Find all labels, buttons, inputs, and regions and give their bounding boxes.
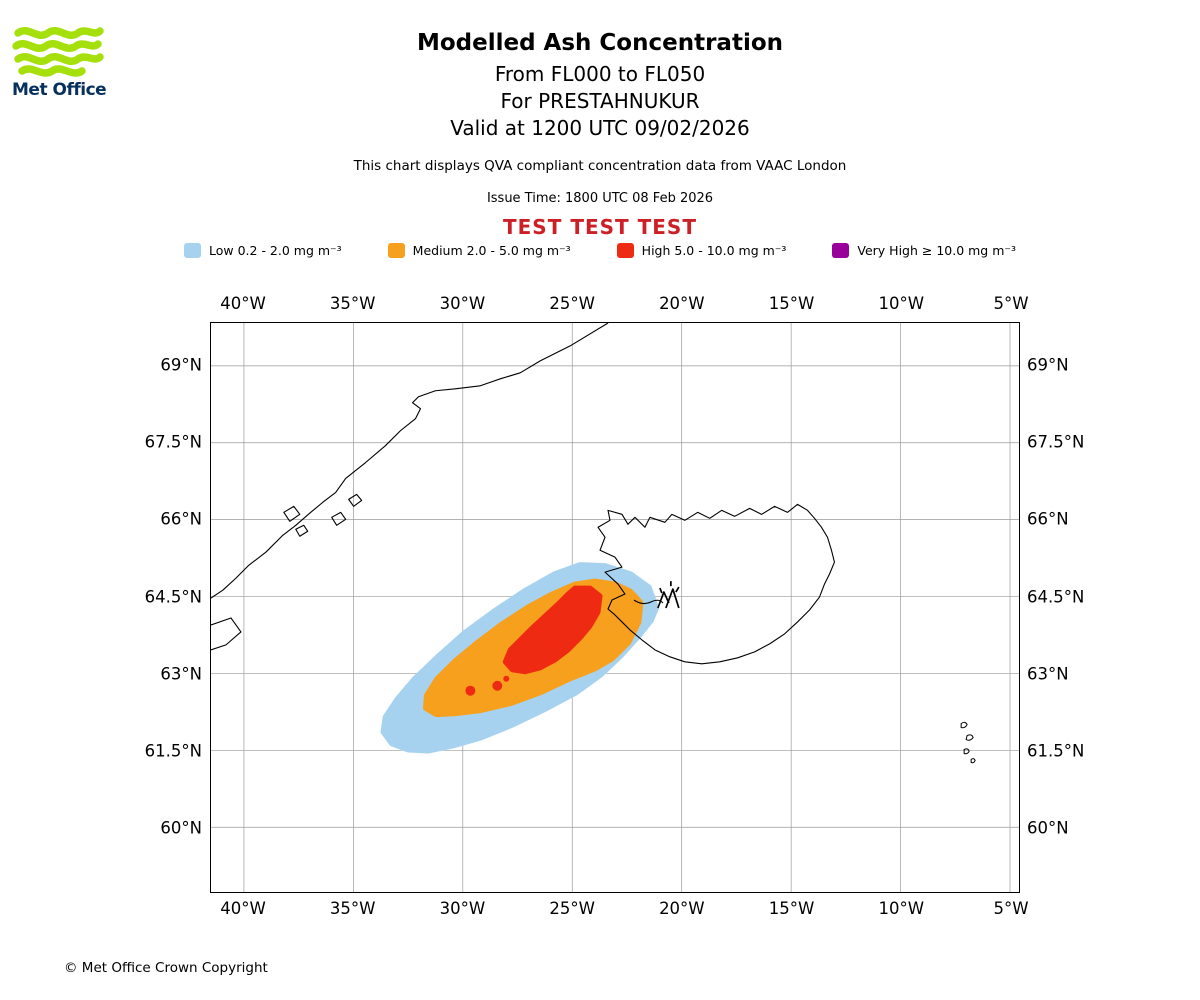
lon-label-bottom: 10°W [878,899,925,918]
legend-label-medium: Medium 2.0 - 5.0 mg m⁻³ [412,243,571,258]
volcano-line: For PRESTAHNUKUR [500,89,700,113]
coastline-greenland-south [211,617,242,651]
met-office-logo: Met Office [12,24,112,100]
ash-plume-high-spot [492,680,503,691]
lat-label-left: 67.5°N [144,432,202,452]
lat-label-right: 61.5°N [1027,741,1085,761]
high-swatch-icon [616,243,634,258]
legend-label-high: High 5.0 - 10.0 mg m⁻³ [641,243,787,258]
legend-item-high: High 5.0 - 10.0 mg m⁻³ [616,243,787,258]
ash-plume-high [502,585,603,675]
lon-label-bottom: 25°W [549,899,595,918]
coastlines [211,323,976,764]
lat-label-left: 60°N [160,818,202,838]
lat-label-right: 66°N [1027,509,1069,529]
ash-plume-high-spot [465,685,476,696]
coastline-greenland [211,323,609,599]
legend: Low 0.2 - 2.0 mg m⁻³ Medium 2.0 - 5.0 mg… [0,243,1200,258]
lat-label-right: 64.5°N [1027,587,1085,606]
lon-label-top: 40°W [220,294,266,313]
lat-label-left: 64.5°N [144,587,202,606]
page-title: Modelled Ash Concentration [416,30,784,56]
logo-wordmark: Met Office [12,80,107,100]
lat-label-right: 67.5°N [1027,432,1085,452]
legend-item-very-high: Very High ≥ 10.0 mg m⁻³ [832,243,1016,258]
map-canvas [211,323,1019,892]
greenland-island [283,505,301,522]
lat-label-left: 69°N [160,355,202,375]
lon-label-top: 30°W [439,294,486,313]
volcano-marker-icon [657,581,680,609]
legend-label-low: Low 0.2 - 2.0 mg m⁻³ [209,243,342,258]
lat-label-right: 60°N [1027,818,1069,838]
map-area [210,322,1020,893]
lon-label-top: 20°W [659,294,705,313]
legend-label-very-high: Very High ≥ 10.0 mg m⁻³ [857,243,1016,258]
flight-level-line: From FL000 to FL050 [494,62,706,86]
test-banner: TEST TEST TEST [503,215,697,239]
lat-label-right: 63°N [1027,664,1069,684]
lon-label-top: 10°W [878,294,925,313]
greenland-island [348,493,363,507]
lat-label-left: 66°N [160,509,202,529]
faroe-islands [960,721,976,764]
lat-label-left: 61.5°N [144,741,202,761]
issue-time: Issue Time: 1800 UTC 08 Feb 2026 [486,191,714,206]
lon-label-top: 35°W [329,294,376,313]
qva-description: This chart displays QVA compliant concen… [353,158,847,174]
lon-label-bottom: 5°W [993,899,1029,918]
lat-label-left: 63°N [160,664,202,684]
coastline-iceland [597,503,836,665]
logo-waves-icon [12,27,104,77]
lon-label-bottom: 15°W [768,899,815,918]
lon-label-top: 25°W [549,294,595,313]
lat-label-right: 69°N [1027,355,1069,375]
low-swatch-icon [184,243,201,258]
graticule [211,323,1019,892]
lon-label-bottom: 30°W [439,899,486,918]
greenland-island [295,524,309,537]
lon-label-bottom: 20°W [659,899,705,918]
lon-label-bottom: 40°W [220,899,266,918]
medium-swatch-icon [387,243,405,258]
ash-plume-high-spot [503,675,510,682]
legend-item-medium: Medium 2.0 - 5.0 mg m⁻³ [387,243,571,258]
footer-copyright: © Met Office Crown Copyright [64,960,268,976]
valid-time-line: Valid at 1200 UTC 09/02/2026 [450,116,750,140]
greenland-island [331,511,347,526]
lon-label-bottom: 35°W [329,899,376,918]
very-high-swatch-icon [832,243,850,258]
lon-label-top: 5°W [993,294,1029,313]
legend-item-low: Low 0.2 - 2.0 mg m⁻³ [184,243,342,258]
lon-label-top: 15°W [768,294,815,313]
